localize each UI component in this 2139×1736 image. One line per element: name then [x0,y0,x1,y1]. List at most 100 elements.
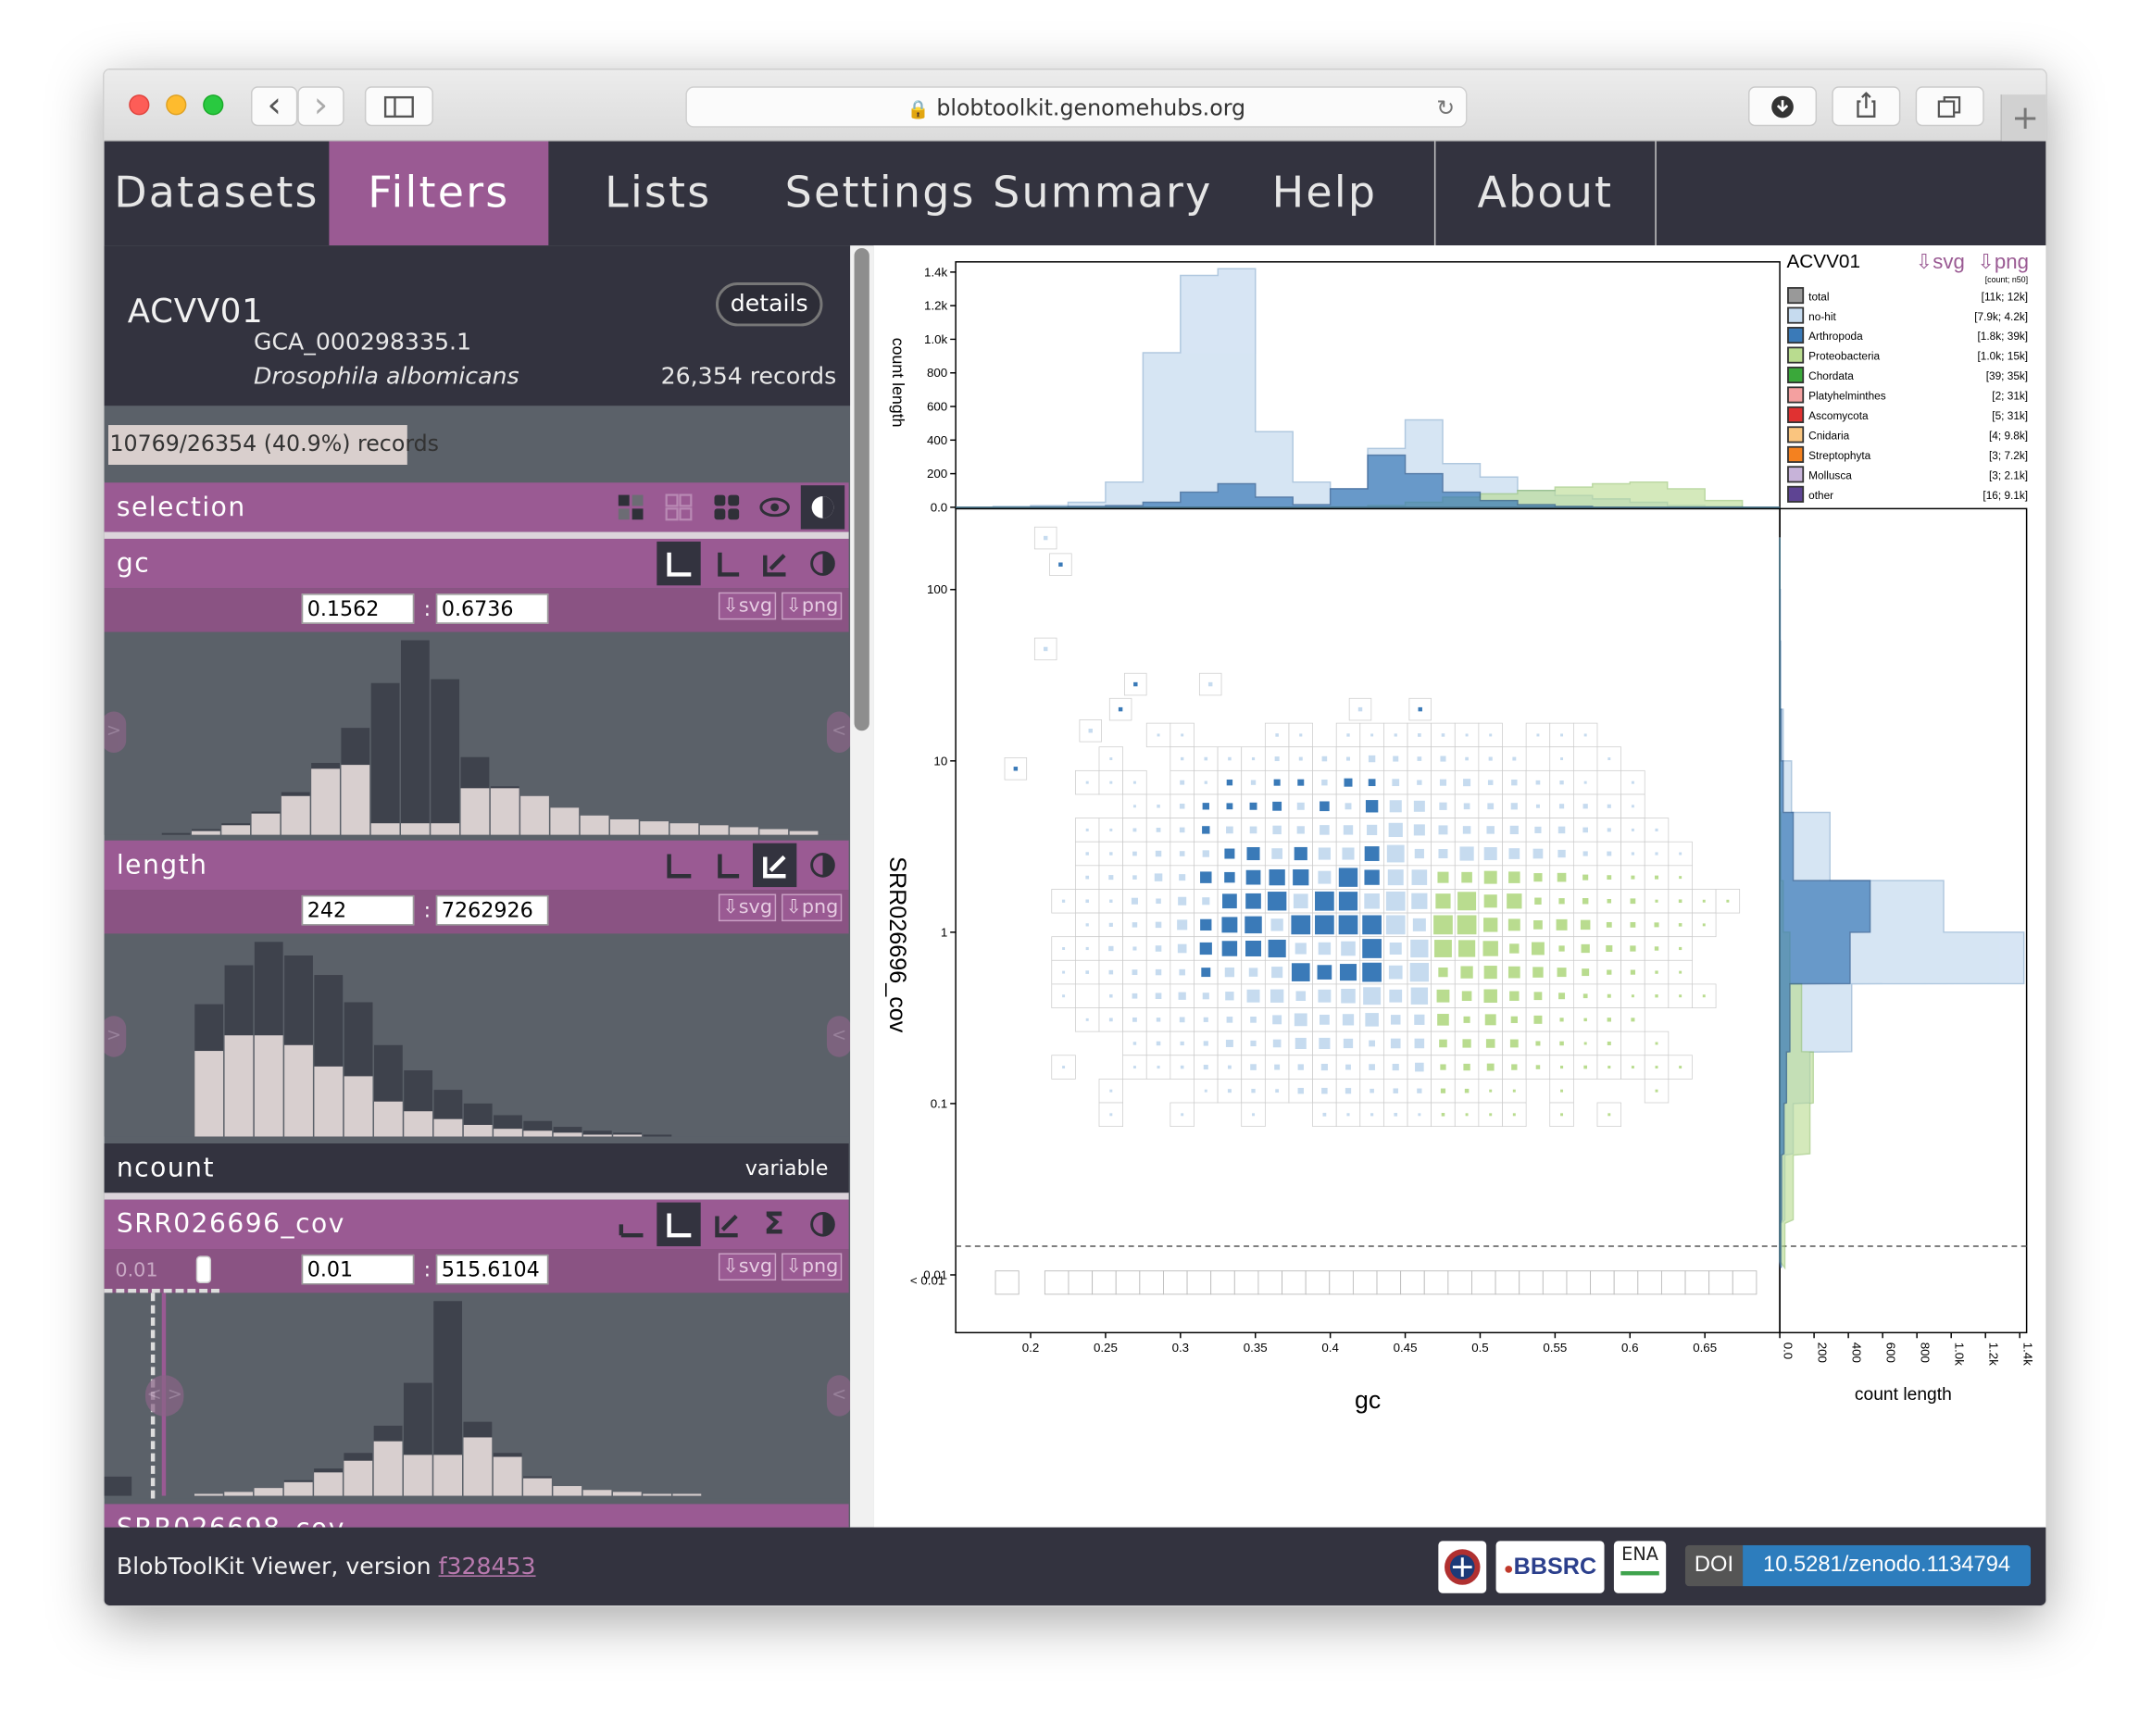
tab-lists[interactable]: Lists [605,169,712,219]
lock-icon: 🔒 [907,100,930,121]
back-button[interactable]: ‹ [250,86,298,127]
forward-button[interactable]: › [297,86,344,127]
blob-point [1607,828,1611,832]
blob-point [1607,1018,1611,1022]
length-min-input[interactable]: 242 [301,894,415,926]
ena-logo[interactable]: ENA [1613,1541,1667,1593]
gc-min-input[interactable]: 0.1562 [301,593,415,624]
histogram-bar-selected [224,1492,254,1496]
select-all-icon[interactable] [705,485,748,529]
blob-point [1370,733,1374,737]
histogram-bar-selected [283,1481,313,1496]
gc-download-svg-button[interactable]: ⇩svg [718,592,777,620]
close-window-button[interactable] [129,94,150,116]
sum-icon[interactable]: Σ [763,1207,786,1243]
tab-datasets[interactable]: Datasets [114,169,319,219]
tab-summary[interactable]: Summary [993,169,1213,219]
log-scale-icon[interactable] [705,1203,748,1246]
details-button[interactable]: details [715,282,823,327]
downloads-button[interactable] [1748,86,1818,127]
plot-download-svg-button[interactable]: ⇩svg [1915,250,1965,275]
doi-badge[interactable]: DOI 10.5281/zenodo.1134794 [1684,1544,2032,1587]
linear-scale-icon[interactable] [657,843,700,887]
blob-point [1558,898,1565,905]
cov-min-handle[interactable]: < > [144,1375,184,1417]
range-separator: : [423,1256,432,1282]
blob-point [1245,940,1262,956]
cov-download-png-button[interactable]: ⇩png [782,1253,843,1281]
blob-point [1338,892,1358,911]
blob-point [1533,1015,1543,1024]
address-bar[interactable]: 🔒 blobtoolkit.genomehubs.org ↻ [685,86,1468,128]
length-histogram[interactable] [104,933,849,1137]
eye-icon[interactable] [753,485,796,529]
blob-plot[interactable]: 1.4k 1.2k 1.0k 800 600 400 200 0.0 count length 0… [873,245,2047,1528]
zoom-window-button[interactable] [203,94,224,116]
tab-about[interactable]: About [1477,169,1614,219]
tab-settings[interactable]: Settings [784,169,976,219]
length-min-handle[interactable]: > [104,1016,127,1057]
blob-point [1465,733,1469,737]
tab-filters[interactable]: Filters [329,141,549,246]
linear-scale-icon[interactable] [608,1203,652,1246]
length-download-svg-button[interactable]: ⇩svg [718,893,777,922]
histogram-bar [431,679,460,835]
blob-point [1512,1089,1516,1093]
sqrt-scale-icon[interactable] [705,542,748,585]
cov-max-handle[interactable]: < [826,1375,852,1417]
new-tab-button[interactable]: + [2000,94,2046,142]
length-max-input[interactable]: 7262926 [435,894,549,926]
invert-selection-icon[interactable] [800,485,845,530]
sqrt-scale-icon[interactable] [657,1202,701,1247]
gc-histogram[interactable] [104,631,849,835]
invert-filter-icon[interactable] [801,1203,844,1246]
sqrt-scale-icon[interactable] [705,843,748,887]
blob-point [1414,848,1424,859]
blob-point [1204,756,1208,761]
version-link[interactable]: f328453 [438,1553,536,1581]
legend-stats: [2; 31k] [1992,390,2028,403]
sidebar-toggle-button[interactable] [364,86,433,127]
blob-point [1085,970,1090,974]
blob-point [1393,756,1399,762]
plot-download-png-button[interactable]: ⇩png [1977,250,2030,275]
blob-point [1274,756,1280,762]
scrollbar-thumb[interactable] [854,248,869,731]
log-scale-icon[interactable] [753,542,796,585]
bbsrc-logo[interactable]: ●BBSRC [1495,1541,1605,1593]
length-max-handle[interactable]: < [826,1016,852,1057]
select-partial-icon[interactable] [608,485,652,529]
cov-histogram[interactable] [104,1293,849,1499]
select-grid-icon[interactable] [657,485,700,529]
cov-download-svg-button[interactable]: ⇩svg [718,1253,777,1281]
top-tick-label: 0.0 [931,500,948,514]
blob-point [1365,800,1379,813]
invert-filter-icon[interactable] [801,542,844,585]
tabs-overview-button[interactable] [1915,86,1984,127]
cov-max-input[interactable]: 515.6104 [435,1254,549,1285]
cov-floor-stepper[interactable] [195,1255,212,1284]
blob-point [1607,969,1612,975]
share-button[interactable] [1832,86,1901,127]
panel-scrollbar[interactable] [850,245,874,1528]
blob-point [1345,756,1351,761]
linear-scale-icon[interactable] [657,541,701,586]
length-download-png-button[interactable]: ⇩png [782,893,843,922]
blob-point [1155,850,1162,857]
minimize-window-button[interactable] [166,94,187,116]
blob-cell [1596,1055,1621,1080]
gc-download-png-button[interactable]: ⇩png [782,592,843,620]
blob-point [1177,919,1188,930]
gc-max-input[interactable]: 0.6736 [435,593,549,624]
blob-point [1132,993,1138,999]
invert-filter-icon[interactable] [801,843,844,887]
blob-point [1226,1017,1233,1023]
cov-min-input[interactable]: 0.01 [301,1254,415,1285]
blob-point [1679,946,1682,951]
log-scale-icon[interactable] [752,843,797,888]
university-logo[interactable] [1438,1541,1487,1593]
gc-max-handle[interactable]: < [826,711,852,753]
reload-icon[interactable]: ↻ [1436,94,1456,121]
gc-min-handle[interactable]: > [104,711,127,753]
tab-help[interactable]: Help [1271,169,1378,219]
